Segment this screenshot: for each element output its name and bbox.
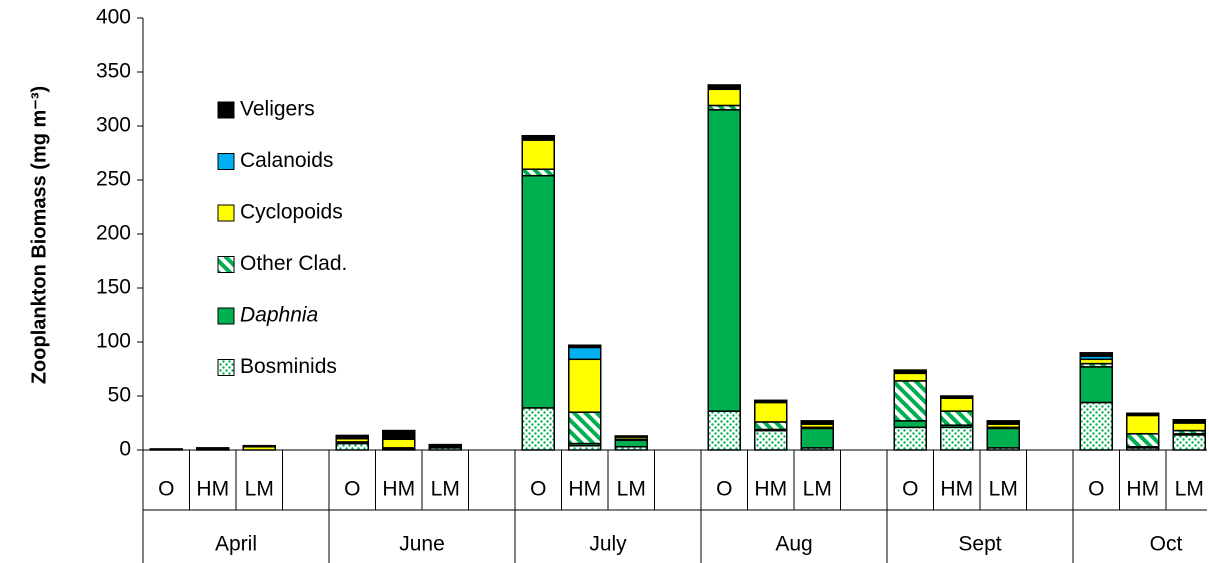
legend-label: Bosminids	[240, 355, 337, 378]
x-tick-label: LM	[617, 478, 646, 501]
y-tick-label: 100	[96, 330, 131, 353]
x-tick-label: O	[902, 478, 918, 501]
bar-segment	[754, 399, 788, 404]
legend-label: Daphnia	[240, 304, 318, 327]
bar-segment	[1172, 434, 1206, 451]
x-tick-label: O	[158, 478, 174, 501]
x-tick-label: HM	[1126, 478, 1159, 501]
bar-segment	[940, 395, 974, 399]
bar-segment	[707, 88, 741, 107]
bar-segment	[754, 421, 788, 431]
bar-segment	[428, 443, 462, 447]
bar-segment	[800, 427, 834, 449]
bar-segment	[1172, 422, 1206, 432]
legend-swatch	[217, 101, 235, 119]
bar-segment	[382, 438, 416, 449]
x-tick-label: HM	[568, 478, 601, 501]
bar-segment	[521, 407, 555, 451]
group-label: July	[589, 533, 627, 556]
x-tick-label: HM	[940, 478, 973, 501]
legend-swatch	[217, 256, 235, 273]
bar-segment	[940, 397, 974, 412]
y-tick-label: 200	[96, 222, 131, 245]
x-tick-label: LM	[431, 478, 460, 501]
x-tick-label: HM	[196, 478, 229, 501]
x-tick-label: O	[716, 478, 732, 501]
bar-segment	[149, 448, 183, 451]
bar-segment	[754, 429, 788, 451]
bar-segment	[986, 427, 1020, 449]
legend-label: Other Clad.	[240, 252, 347, 275]
x-tick-label: O	[1088, 478, 1104, 501]
bar-segment	[1079, 401, 1113, 451]
bar-segment	[568, 358, 602, 413]
x-tick-label: O	[530, 478, 546, 501]
bar-segment	[568, 344, 602, 349]
bar-segment	[568, 411, 602, 445]
bar-segment	[196, 447, 230, 451]
x-tick-label: HM	[754, 478, 787, 501]
bar-segment	[1126, 414, 1160, 435]
bar-segment	[1126, 412, 1160, 417]
y-tick-label: 300	[96, 114, 131, 137]
legend-label: Cyclopoids	[240, 201, 343, 224]
bar-segment	[382, 429, 416, 440]
x-tick-label: HM	[382, 478, 415, 501]
legend-label: Calanoids	[240, 149, 333, 172]
legend-swatch	[217, 307, 235, 325]
x-tick-label: LM	[1175, 478, 1204, 501]
x-tick-label: O	[344, 478, 360, 501]
bar-segment	[986, 420, 1020, 425]
bar-segment	[707, 84, 741, 89]
bar-segment	[754, 401, 788, 423]
group-label: Sept	[958, 533, 1001, 556]
bar-segment	[893, 380, 927, 422]
group-label: Aug	[775, 533, 812, 556]
y-tick-label: 400	[96, 6, 131, 29]
y-tick-label: 0	[119, 438, 131, 461]
bar-segment	[893, 420, 927, 429]
y-axis-title: Zooplankton Biomass (mg m⁻³)	[28, 86, 50, 384]
bar-segment	[568, 346, 602, 361]
bar-segment	[707, 410, 741, 451]
bar-segment	[707, 109, 741, 412]
bar-segment	[893, 372, 927, 382]
bar-segment	[614, 439, 648, 448]
x-tick-label: LM	[989, 478, 1018, 501]
bar-segment	[1126, 433, 1160, 448]
legend-swatch	[217, 153, 235, 170]
bar-segment	[893, 426, 927, 451]
group-label: June	[399, 533, 445, 556]
group-label: April	[215, 533, 257, 556]
bar-segment	[521, 139, 555, 170]
bar-segment	[800, 420, 834, 425]
bar-segment	[242, 444, 276, 448]
bar-segment	[1079, 352, 1113, 357]
y-tick-label: 150	[96, 276, 131, 299]
legend-label: Veligers	[240, 98, 315, 121]
bar-segment	[1172, 419, 1206, 424]
y-tick-label: 350	[96, 60, 131, 83]
bar-segment	[893, 369, 927, 375]
bar-segment	[335, 442, 369, 451]
bar-segment	[335, 434, 369, 440]
group-label: Oct	[1150, 533, 1183, 556]
y-tick-label: 50	[108, 384, 131, 407]
bar-segment	[1079, 366, 1113, 404]
x-tick-label: LM	[245, 478, 274, 501]
bar-segment	[940, 426, 974, 451]
legend-swatch	[217, 359, 235, 376]
bar-segment	[614, 435, 648, 438]
bar-segment	[521, 174, 555, 409]
x-tick-label: LM	[803, 478, 832, 501]
bar-segment	[521, 134, 555, 140]
bar-segment	[940, 410, 974, 426]
legend-swatch	[217, 204, 235, 222]
bar-segment	[521, 168, 555, 177]
y-tick-label: 250	[96, 168, 131, 191]
